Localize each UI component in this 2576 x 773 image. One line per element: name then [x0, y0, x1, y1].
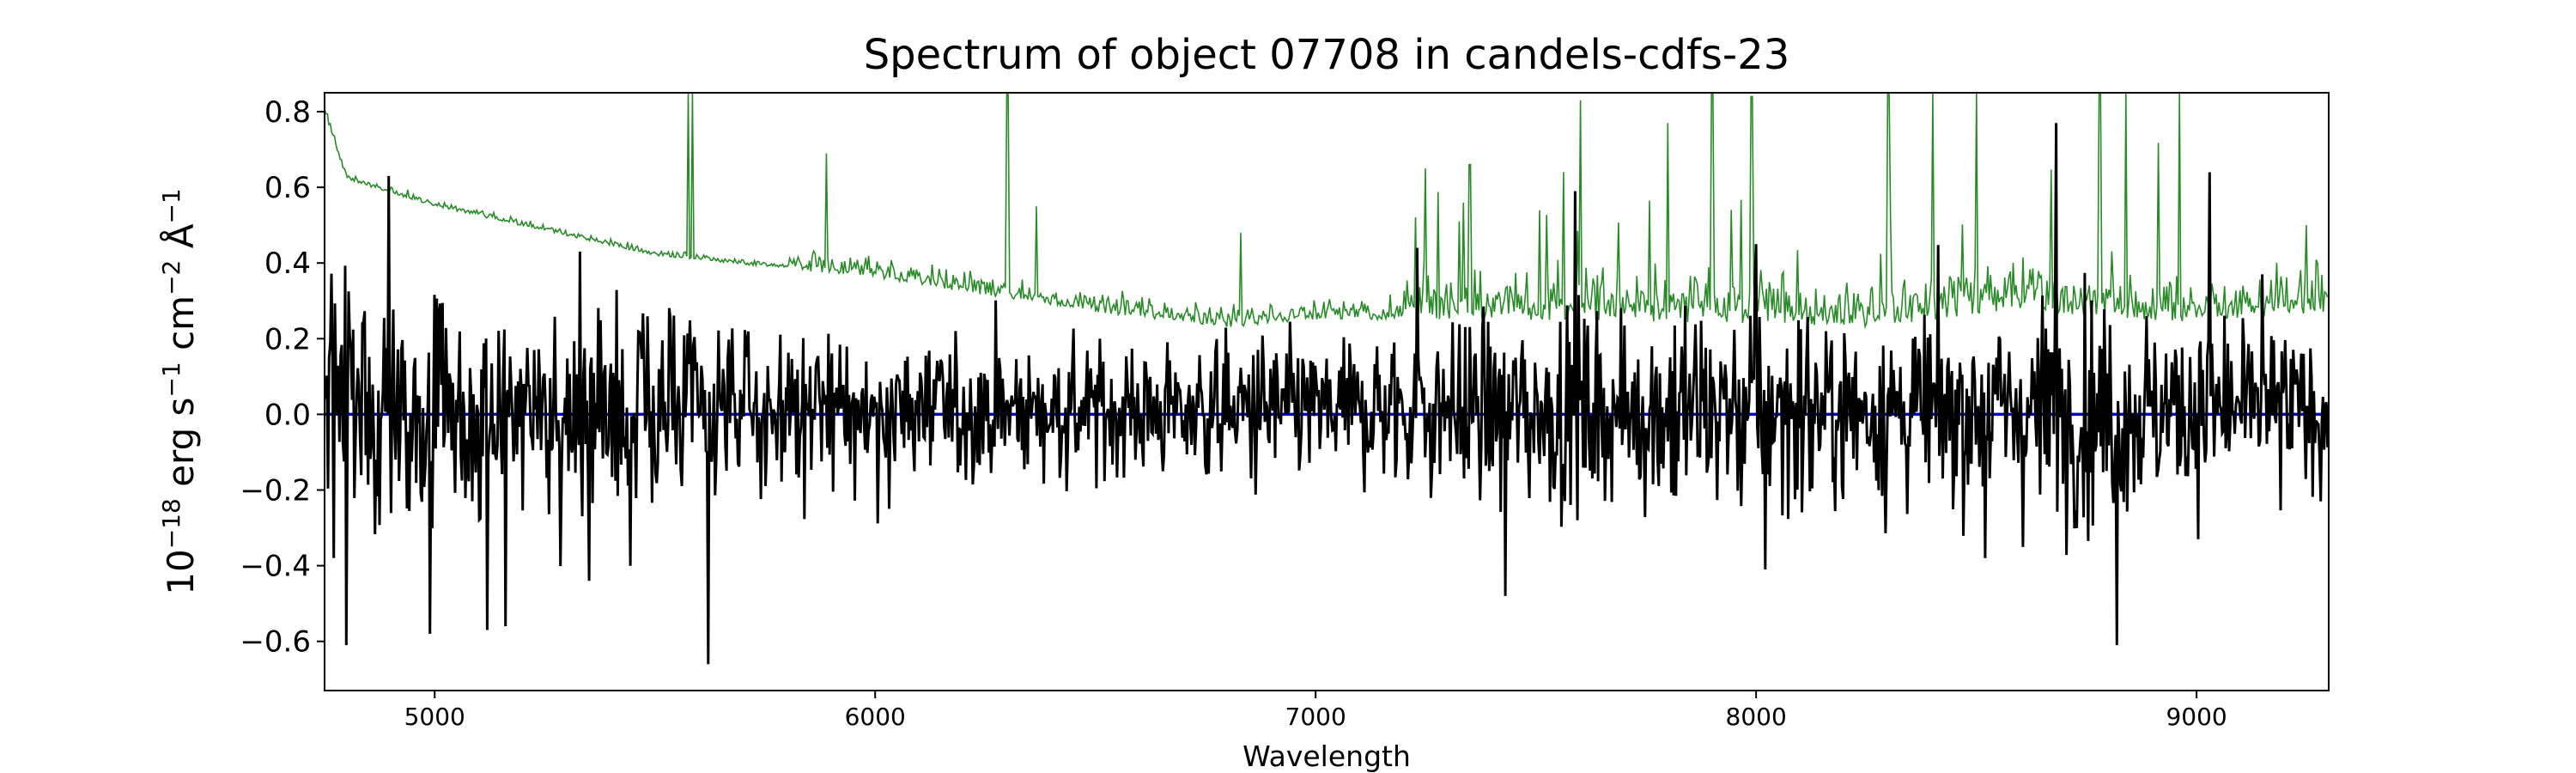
y-axis-ticks: −0.6 −0.4 −0.2 0.0 0.2 0.4 0.6 0.8 [240, 95, 325, 660]
y-tick-label: −0.2 [240, 474, 311, 508]
x-tick-label: 5000 [404, 703, 465, 731]
y-tick-label: 0.8 [264, 95, 311, 130]
y-tick-label: 0.6 [264, 171, 311, 205]
x-axis-label: Wavelength [1242, 740, 1411, 773]
y-tick-label: −0.6 [240, 625, 311, 660]
y-tick-label: 0.2 [264, 322, 311, 356]
flux-spectrum-line [325, 123, 2329, 665]
chart-title: Spectrum of object 07708 in candels-cdfs… [864, 31, 1790, 79]
y-tick-label: 0.4 [264, 247, 311, 281]
y-tick-label: 0.0 [264, 398, 311, 432]
y-tick-label: −0.4 [240, 550, 311, 584]
x-axis-ticks: 5000 6000 7000 8000 9000 [404, 691, 2227, 731]
y-axis-label: 10−18 erg s−1 cm−2 Å−1 [157, 188, 202, 594]
x-tick-label: 7000 [1285, 703, 1346, 731]
x-tick-label: 6000 [845, 703, 906, 731]
error-spectrum-line [325, 93, 2329, 330]
x-tick-label: 9000 [2166, 703, 2227, 731]
plot-area [325, 93, 2329, 665]
plot-frame [324, 92, 2330, 691]
x-tick-label: 8000 [1726, 703, 1787, 731]
